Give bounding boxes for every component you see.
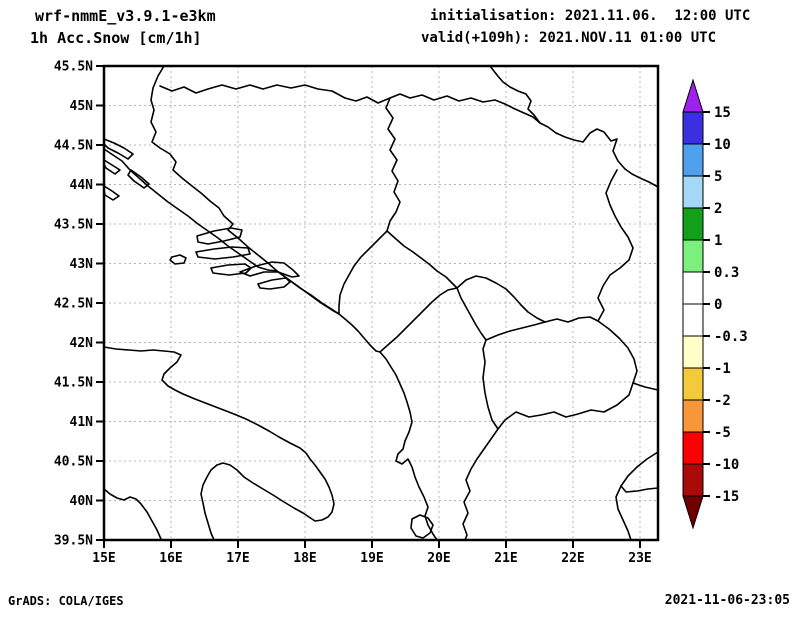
map-path-island-dugi-otok	[127, 169, 150, 189]
lon-label-16E: 16E	[159, 551, 182, 566]
lat-label-39.5N: 39.5N	[54, 534, 93, 549]
colorbar-label--15: -15	[714, 489, 739, 505]
colorbar-label-2: 2	[714, 201, 722, 217]
map-path-coast-italy-south-west	[103, 488, 163, 541]
lon-label-22E: 22E	[561, 551, 584, 566]
map-path-border-serbia-kosovo	[456, 275, 546, 323]
lat-label-40.5N: 40.5N	[54, 455, 93, 470]
map-path-island-korcula	[210, 263, 252, 276]
map-path-island-pag	[103, 138, 134, 160]
map-path-border-serbia-bulgaria	[597, 169, 634, 322]
colorbar-label-0: 0	[714, 297, 722, 313]
creation-timestamp: 2021-11-06-23:05	[664, 593, 790, 608]
grads-credit: GrADS: COLA/IGES	[8, 594, 124, 608]
map-path-border-bosnia-montenegro	[338, 230, 388, 315]
lon-label-20E: 20E	[427, 551, 450, 566]
map-path-border-serbia-montenegro	[386, 230, 458, 289]
map-path-peninsula-peljesac	[239, 261, 300, 278]
map-path-border-bulgaria-greece	[632, 382, 659, 391]
map-path-coast-adriatic-east	[103, 148, 438, 541]
colorbar-label--0.3: -0.3	[714, 329, 748, 345]
colorbar-segment-4	[682, 239, 704, 273]
lon-label-21E: 21E	[494, 551, 517, 566]
lat-label-43.5N: 43.5N	[54, 218, 93, 233]
lat-label-40N: 40N	[70, 494, 94, 509]
lat-label-42N: 42N	[70, 336, 94, 351]
colorbar-segment-0	[682, 111, 704, 145]
map-path-border-albania-greece	[462, 428, 499, 541]
colorbar-arrow-down	[682, 495, 704, 530]
lat-label-41.5N: 41.5N	[54, 376, 93, 391]
colorbar-segment-1	[682, 143, 704, 177]
lat-label-41N: 41N	[70, 415, 94, 430]
colorbar-label--5: -5	[714, 425, 731, 441]
map-path-border-serbia-macedonia	[485, 316, 599, 341]
colorbar-segment-8	[682, 367, 704, 401]
colorbar-segment-10	[682, 431, 704, 465]
map-path-island-rab	[103, 159, 121, 175]
lat-label-42.5N: 42.5N	[54, 297, 93, 312]
colorbar-label--1: -1	[714, 361, 731, 377]
colorbar-segment-6	[682, 303, 704, 337]
model-name: wrf-nmmE_v3.9.1-e3km	[35, 7, 216, 25]
colorbar-segment-5	[682, 271, 704, 305]
map-path-border-drina	[385, 97, 401, 232]
colorbar-label--2: -2	[714, 393, 731, 409]
lon-label-19E: 19E	[360, 551, 383, 566]
map-path-coast-italy	[103, 346, 335, 541]
map-path-island-mljet	[257, 277, 291, 290]
colorbar-segment-11	[682, 463, 704, 497]
initialisation-time: initialisation: 2021.11.06. 12:00 UTC	[430, 8, 751, 24]
map-path-border-serbia-north	[489, 65, 541, 124]
map-path-island-brac	[196, 227, 243, 245]
valid-time: valid(+109h): 2021.NOV.11 01:00 UTC	[421, 30, 717, 46]
lon-label-18E: 18E	[293, 551, 316, 566]
lat-label-44N: 44N	[70, 178, 94, 193]
lat-label-43N: 43N	[70, 257, 94, 272]
colorbar-segment-3	[682, 207, 704, 241]
colorbar-label-1: 1	[714, 233, 722, 249]
colorbar-label-15: 15	[714, 105, 731, 121]
map-path-island-hvar	[195, 246, 251, 260]
lon-label-23E: 23E	[628, 551, 651, 566]
map-path-border-croatia-bosnia-west	[150, 65, 278, 272]
map-path-border-montenegro-albania	[379, 287, 458, 353]
colorbar-label-5: 5	[714, 169, 722, 185]
lat-label-45N: 45N	[70, 99, 94, 114]
map-path-border-macedonia-ring	[482, 320, 638, 430]
map-path-border-sava-danube	[159, 84, 659, 188]
field-title: 1h Acc.Snow [cm/1h]	[30, 29, 202, 47]
lat-label-44.5N: 44.5N	[54, 139, 93, 154]
map-path-island-vis	[169, 254, 187, 265]
lon-label-15E: 15E	[92, 551, 115, 566]
lat-label-45.5N: 45.5N	[54, 60, 93, 75]
lon-label-17E: 17E	[226, 551, 249, 566]
colorbar-label-10: 10	[714, 137, 731, 153]
map-path-island-corfu	[410, 514, 434, 539]
colorbar-label-0.3: 0.3	[714, 265, 739, 281]
colorbar-segment-9	[682, 399, 704, 433]
map-path-coast-greece-south	[615, 485, 632, 541]
map-path-border-albania-kosovo	[456, 287, 487, 341]
colorbar-segment-2	[682, 175, 704, 209]
map-path-island-kornati	[103, 185, 120, 201]
colorbar-label--10: -10	[714, 457, 739, 473]
colorbar-segment-7	[682, 335, 704, 369]
colorbar-arrow-up	[682, 78, 704, 113]
